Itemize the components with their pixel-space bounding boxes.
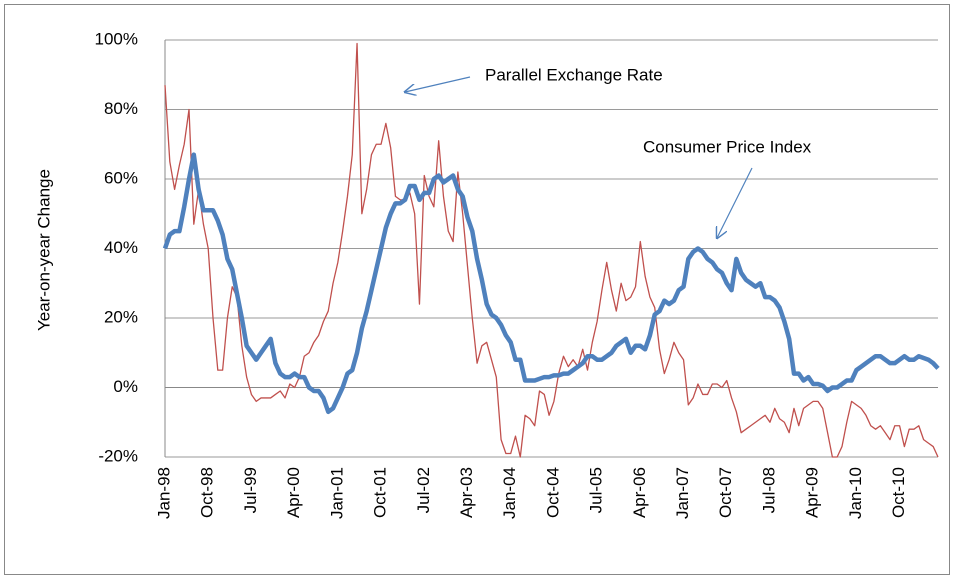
x-tick-label: Jul-05 [587, 467, 606, 513]
x-tick-label: Jul-02 [414, 467, 433, 513]
chart-border [4, 4, 950, 575]
series-line [162, 152, 940, 415]
x-tick-label: Apr-00 [284, 467, 303, 518]
x-tick-label: Jul-99 [241, 467, 260, 513]
y-tick-label: 20% [104, 307, 138, 326]
x-tick-label: Jan-07 [673, 467, 692, 519]
annotation-arrow [717, 167, 753, 238]
y-axis-title: Year-on-year Change [34, 169, 53, 331]
x-tick-label: Oct-10 [889, 467, 908, 518]
x-tick-label: Jan-10 [846, 467, 865, 519]
y-tick-label: 60% [104, 168, 138, 187]
annotation-arrow [405, 76, 471, 92]
y-tick-label: -20% [98, 446, 138, 465]
y-tick-label: 40% [104, 238, 138, 257]
x-tick-label: Oct-07 [716, 467, 735, 518]
y-tick-label: 80% [104, 99, 138, 118]
y-tick-label: 100% [95, 29, 138, 48]
x-tick-label: Oct-04 [543, 467, 562, 518]
x-tick-label: Jul-08 [759, 467, 778, 513]
x-tick-label: Jan-04 [500, 467, 519, 519]
annotation: Consumer Price Index [643, 137, 812, 156]
x-tick-label: Oct-01 [371, 467, 390, 518]
x-tick-label: Jan-01 [327, 467, 346, 519]
series-line [164, 42, 939, 458]
y-tick-label: 0% [113, 377, 138, 396]
x-tick-label: Apr-06 [630, 467, 649, 518]
annotation: Parallel Exchange Rate [485, 65, 663, 84]
x-tick-label: Jan-98 [154, 467, 173, 519]
x-tick-label: Oct-98 [198, 467, 217, 518]
x-tick-label: Apr-09 [803, 467, 822, 518]
x-tick-label: Apr-03 [457, 467, 476, 518]
